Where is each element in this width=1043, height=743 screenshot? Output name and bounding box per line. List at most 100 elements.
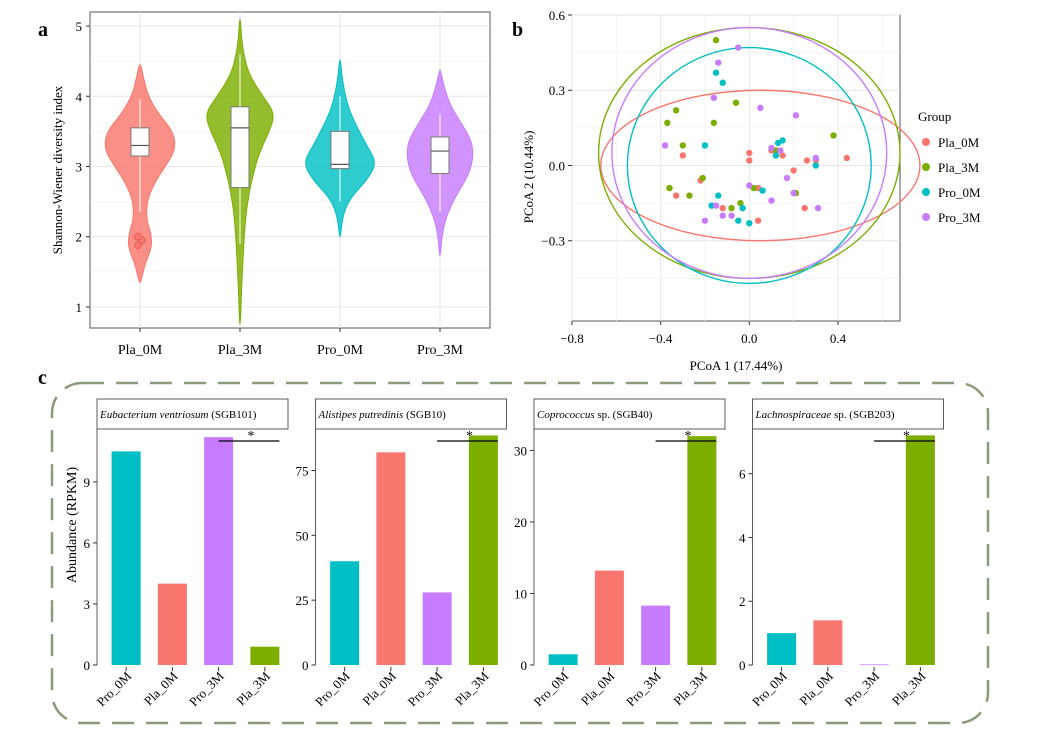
bar-panel-title-taxon: Eubacterium ventriosum — [99, 409, 209, 421]
pcoa-y-tick-label: −0.3 — [541, 234, 565, 249]
legend-label-Pro_3M: Pro_3M — [938, 210, 981, 225]
point-Pla_0M — [801, 204, 808, 212]
point-Pla_0M — [672, 192, 680, 199]
bar-panel-title: Alistipes putredinis (SGB10) — [318, 409, 447, 421]
bar-x-tick-label: Pla_3M — [233, 668, 273, 708]
point-Pro_3M — [790, 189, 797, 197]
point-Pro_3M — [712, 202, 720, 209]
bar-panel-title-strip — [315, 398, 507, 430]
point-Pla_3M — [686, 192, 693, 199]
bar-y-tick-label: 6 — [84, 536, 91, 551]
bar-y-tick-label: 25 — [296, 593, 309, 608]
bar-panel-title-taxon: Coprococcus — [537, 409, 595, 421]
point-Pla_3M — [728, 204, 735, 212]
point-Pla_3M — [737, 199, 744, 207]
legend-marker-Pro_3M — [922, 213, 930, 221]
point-Pla_3M — [666, 184, 673, 192]
bar-Pla_3M — [905, 435, 935, 665]
violin-outlier — [134, 232, 142, 241]
bars-y-axis-label: Abundance (RPKM) — [65, 467, 80, 584]
bar-Pro_3M — [859, 664, 889, 666]
bar-y-tick-label: 2 — [739, 594, 746, 609]
bar-y-tick-label: 0 — [521, 658, 528, 673]
violin-x-tick-label: Pla_0M — [118, 343, 163, 358]
point-Pro_0M — [735, 217, 742, 224]
panel-label-b: b — [512, 19, 523, 41]
violin-x-tick-label: Pro_0M — [317, 343, 363, 358]
ellipse-Pro_3M — [611, 26, 888, 280]
point-Pro_3M — [719, 212, 726, 219]
bar-x-tick-label: Pro_0M — [93, 668, 134, 709]
significance-star: * — [466, 429, 473, 444]
violin-x-tick-label: Pro_3M — [417, 343, 463, 358]
bar-x-tick-label: Pro_3M — [404, 668, 445, 709]
bar-panel-title-strip — [752, 398, 944, 430]
bar-Pro_3M — [422, 592, 452, 665]
violin-y-tick-label: 2 — [76, 230, 83, 245]
bar-y-tick-label: 75 — [296, 463, 309, 478]
bar-x-tick-label: Pla_0M — [141, 668, 181, 708]
pcoa-x-tick-label: 0.4 — [830, 331, 847, 346]
bar-y-tick-label: 9 — [84, 475, 91, 490]
point-Pro_3M — [746, 182, 753, 189]
legend-marker-Pro_0M — [922, 188, 930, 196]
bar-Pla_0M — [813, 620, 843, 665]
bar-panel-title-sgb: sp. (SGB203) — [831, 409, 895, 421]
bar-y-tick-label: 50 — [296, 528, 309, 543]
point-Pla_3M — [830, 132, 837, 139]
bar-panel-1: Eubacterium ventriosum (SGB101) 0 3 6 9 Pro_0… — [84, 398, 289, 709]
point-Pro_3M — [783, 174, 791, 182]
point-Pro_0M — [739, 204, 746, 212]
violin-box-Pla_3M — [230, 106, 250, 189]
bar-y-tick-label: 0 — [302, 658, 309, 673]
point-Pro_0M — [701, 142, 709, 149]
point-Pla_0M — [746, 149, 753, 157]
bar-x-tick-label: Pla_0M — [796, 668, 836, 708]
pcoa-x-tick-label: −0.4 — [649, 331, 673, 346]
bar-Pla_3M — [250, 646, 280, 665]
bar-panel-title: Eubacterium ventriosum (SGB101) — [99, 409, 257, 421]
point-Pro_0M — [746, 219, 753, 227]
bar-y-tick-label: 0 — [84, 658, 91, 673]
legend-label-Pla_3M: Pla_3M — [938, 160, 980, 175]
bar-x-tick-label: Pla_0M — [578, 668, 618, 708]
bar-y-tick-label: 6 — [739, 467, 746, 482]
pcoa-plot-area — [571, 14, 901, 322]
legend-marker-Pla_0M — [922, 138, 930, 146]
pcoa-y-axis-label: PCoA 2 (10.44%) — [521, 131, 536, 224]
point-Pla_0M — [754, 217, 762, 224]
violin-box-Pro_3M — [430, 136, 450, 175]
dashed-frame — [50, 381, 990, 725]
bar-Pla_0M — [594, 570, 624, 665]
point-Pro_0M — [779, 137, 786, 144]
bar-panel-2: Alistipes putredinis (SGB10) 0 25 50 75 Pro_0… — [296, 398, 507, 709]
panel-b-pcoa: b −0.8 −0.4 0.0 0.4 −0.3 0.0 0.3 0.6 PCoA 1 (17… — [512, 8, 981, 373]
legend-label-Pro_0M: Pro_0M — [938, 185, 981, 200]
bar-y-tick-label: 3 — [84, 597, 91, 612]
bar-Pro_3M — [641, 605, 671, 665]
pcoa-legend: Group Pla_0M Pla_3M Pro_0M Pro_3M — [918, 109, 981, 225]
bar-x-tick-label: Pla_3M — [889, 668, 929, 708]
pcoa-y-tick-label: 0.6 — [549, 8, 566, 23]
point-Pla_3M — [699, 174, 706, 182]
point-Pro_0M — [759, 187, 766, 194]
bar-Pro_3M — [204, 437, 234, 665]
bar-panel-title: Lachnospiraceae sp. (SGB203) — [755, 409, 895, 421]
bar-Pla_0M — [376, 452, 406, 665]
point-Pla_0M — [779, 152, 786, 159]
bar-x-tick-label: Pro_3M — [186, 668, 227, 709]
pcoa-y-tick-label: 0.3 — [549, 83, 565, 98]
bar-x-tick-label: Pro_3M — [623, 668, 664, 709]
bar-x-tick-label: Pro_0M — [749, 668, 790, 709]
bar-y-tick-label: 10 — [514, 586, 527, 601]
significance-star: * — [903, 429, 910, 444]
bar-x-tick-label: Pro_0M — [530, 668, 571, 709]
violin-y-tick-label: 5 — [76, 19, 83, 34]
panel-c-bars: c Abundance (RPKM) Eubacterium ventriosu… — [38, 367, 990, 725]
point-Pla_0M — [679, 152, 687, 159]
bar-panel-title-strip — [533, 398, 726, 430]
legend-label-Pla_0M: Pla_0M — [938, 135, 980, 150]
point-Pla_3M — [664, 119, 671, 127]
